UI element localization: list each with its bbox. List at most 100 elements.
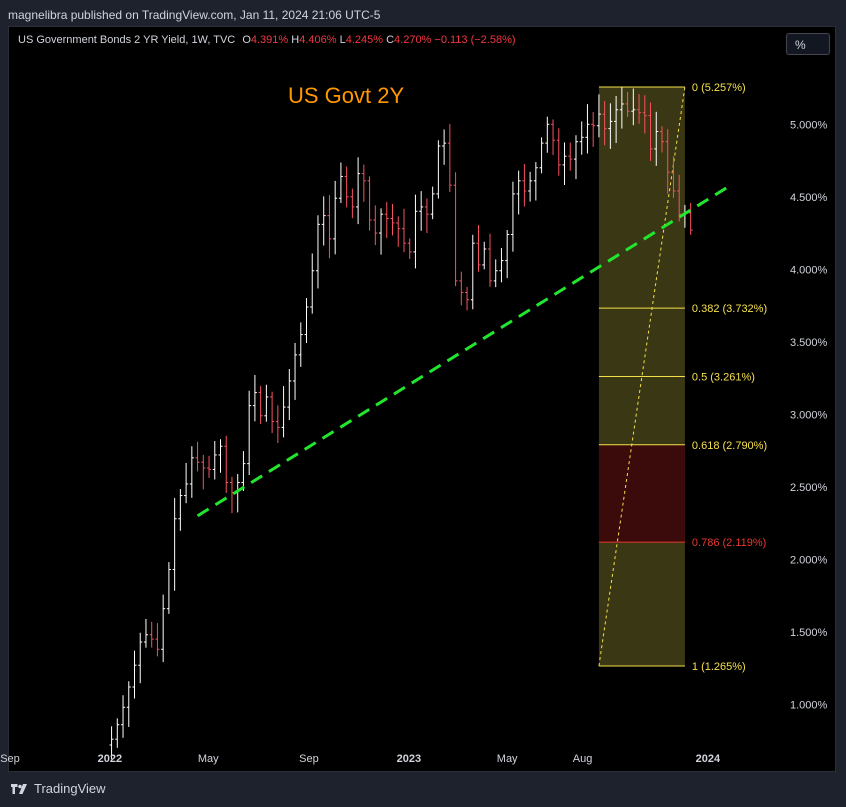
- ohlc-bar: [551, 119, 556, 156]
- ohlc-bar: [602, 101, 607, 146]
- fib-trend-line: [598, 86, 686, 667]
- ohlc-bar: [528, 171, 533, 202]
- ohlc-bar: [379, 208, 384, 255]
- price-axis[interactable]: 1.000% 1.500% 2.000% 2.500% 3.000% 3.500% 4.00…: [790, 119, 828, 711]
- low-value: 4.245%: [345, 34, 384, 46]
- ohlc-bar: [522, 164, 527, 207]
- ohlc-bar: [648, 102, 653, 162]
- ohlc-bar: [172, 498, 177, 591]
- ohlc-bar: [126, 681, 131, 727]
- published-by-line: magnelibra published on TradingView.com,…: [8, 8, 381, 22]
- ohlc-bar: [619, 86, 624, 129]
- ohlc-bars: [109, 86, 693, 760]
- ohlc-bar: [195, 441, 200, 472]
- ohlc-bar: [413, 194, 418, 269]
- time-axis-label: 2022: [98, 753, 122, 765]
- ohlc-bar: [281, 386, 286, 438]
- fib-zone-0786: [598, 444, 685, 543]
- footer-brand[interactable]: TradingView: [10, 781, 106, 796]
- ohlc-bar: [568, 142, 573, 171]
- time-axis-label: May: [497, 753, 518, 765]
- ohlc-bar: [138, 632, 143, 684]
- percent-scale-button[interactable]: %: [786, 33, 830, 55]
- price-axis-tick: 3.000%: [790, 409, 828, 421]
- ohlc-bar: [184, 462, 189, 504]
- symbol-legend: US Government Bonds 2 YR Yield, 1W, TVC …: [18, 34, 516, 46]
- tradingview-logo-icon: [11, 783, 27, 794]
- ohlc-bar: [201, 454, 206, 490]
- ohlc-bar: [487, 233, 492, 287]
- ohlc-bar: [585, 104, 590, 154]
- fibonacci-retracement[interactable]: [598, 86, 686, 667]
- ohlc-bar: [459, 271, 464, 306]
- ohlc-bar: [407, 238, 412, 259]
- ohlc-bar: [470, 234, 475, 310]
- ohlc-bar: [293, 342, 298, 400]
- ohlc-bar: [321, 196, 326, 246]
- fib-level-label: 0.618 (2.790%): [692, 440, 767, 452]
- ohlc-bar: [132, 650, 137, 699]
- ohlc-bar: [344, 166, 349, 208]
- fib-level-label: 0 (5.257%): [692, 82, 746, 94]
- ohlc-bar: [356, 157, 361, 225]
- ohlc-bar: [545, 116, 550, 153]
- time-axis-label: Aug: [573, 753, 593, 765]
- tradingview-wordmark: TradingView: [34, 781, 106, 796]
- ohlc-bar: [252, 375, 257, 422]
- ohlc-bar: [218, 439, 223, 473]
- ohlc-bar: [207, 455, 212, 478]
- high-value: 4.406%: [299, 34, 337, 46]
- ohlc-bar: [562, 142, 567, 185]
- close-label: C: [386, 34, 395, 46]
- ohlc-bar: [166, 562, 171, 614]
- price-axis-tick: 1.500%: [790, 627, 828, 639]
- ohlc-bar: [350, 188, 355, 219]
- ohlc-bar: [447, 124, 452, 193]
- ohlc-bar: [671, 156, 676, 199]
- time-axis-label: Sep: [299, 753, 319, 765]
- ohlc-bar: [258, 385, 263, 425]
- ohlc-bar: [149, 621, 154, 648]
- ohlc-bar: [298, 322, 303, 367]
- ohlc-bar: [161, 594, 166, 663]
- ohlc-bar: [361, 164, 366, 202]
- time-axis-label: May: [198, 753, 219, 765]
- ohlc-bar: [625, 91, 630, 117]
- ohlc-bar: [637, 94, 642, 124]
- ohlc-bar: [310, 253, 315, 314]
- close-value: 4.270%: [394, 34, 432, 46]
- ohlc-bar: [419, 191, 424, 231]
- ohlc-bar: [189, 446, 194, 498]
- symbol-name: US Government Bonds 2 YR Yield, 1W, TVC: [18, 34, 236, 46]
- fib-level-label: 0.382 (3.732%): [692, 303, 767, 315]
- ohlc-bar: [688, 202, 693, 235]
- ohlc-bar: [275, 405, 280, 443]
- ohlc-bar: [482, 241, 487, 270]
- ohlc-bar: [436, 140, 441, 199]
- ohlc-bar: [287, 368, 292, 421]
- ohlc-bar: [659, 126, 664, 153]
- change-value: −0.113 (−2.58%): [434, 34, 516, 46]
- ohlc-bar: [442, 129, 447, 165]
- ohlc-bar: [539, 137, 544, 174]
- ohlc-bar: [430, 186, 435, 220]
- price-axis-tick: 2.000%: [790, 554, 828, 566]
- price-axis-tick: 3.500%: [790, 337, 828, 349]
- ohlc-bar: [241, 451, 246, 491]
- ohlc-bar: [333, 180, 338, 255]
- ohlc-bar: [493, 259, 498, 288]
- ohlc-bar: [677, 174, 682, 222]
- time-axis[interactable]: Sep 2022 May Sep 2023 May Aug 2024: [0, 753, 721, 765]
- ohlc-bar: [121, 695, 126, 738]
- fibonacci-labels: 0 (5.257%) 0.382 (3.732%) 0.5 (3.261%) 0.61…: [692, 82, 767, 673]
- ohlc-bar: [556, 128, 561, 176]
- ohlc-bar: [224, 435, 229, 493]
- ohlc-bar: [247, 390, 252, 475]
- fib-level-label: 0.786 (2.119%): [692, 537, 766, 549]
- fib-level-label: 0.5 (3.261%): [692, 371, 755, 383]
- ohlc-bar: [327, 195, 332, 259]
- price-axis-tick: 4.500%: [790, 192, 828, 204]
- ohlc-bar: [608, 103, 613, 149]
- high-label: H: [291, 34, 300, 46]
